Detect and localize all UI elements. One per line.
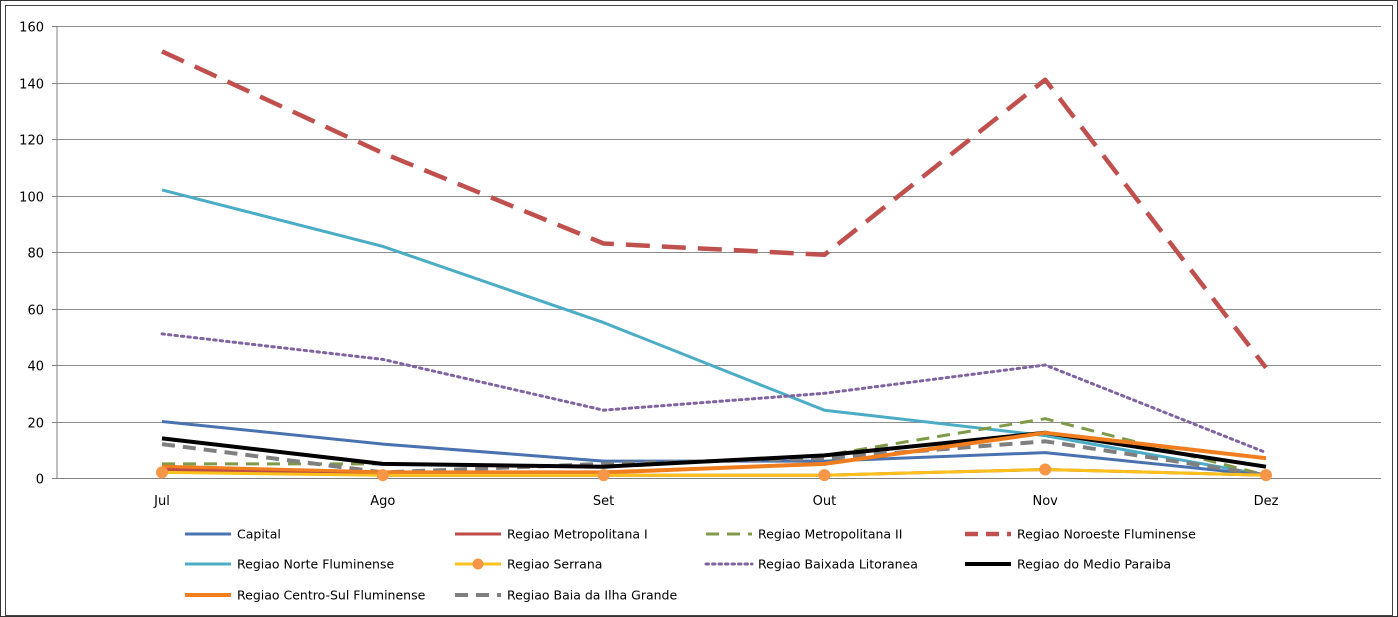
legend: Capital Regiao Metropolitana I Regiao Metr… xyxy=(185,527,1196,603)
legend-label: Regiao Serrana xyxy=(507,557,602,572)
y-axis: 0 20 40 60 80 100 120 140 160 xyxy=(19,21,58,488)
gridlines xyxy=(57,26,1381,479)
legend-label: Regiao Norte Fluminense xyxy=(237,557,394,572)
series-point xyxy=(597,469,610,482)
y-tick-label: 0 xyxy=(36,473,44,488)
x-tick-label: Jul xyxy=(153,494,170,509)
y-tick-label: 60 xyxy=(27,304,44,319)
legend-label: Regiao Baia da Ilha Grande xyxy=(507,588,677,603)
series-point xyxy=(156,466,168,479)
legend-label: Regiao Centro-Sul Fluminense xyxy=(237,588,426,603)
legend-label: Regiao Baixada Litoranea xyxy=(758,557,918,572)
chart-area-border xyxy=(5,5,1393,616)
y-tick-label: 80 xyxy=(27,247,44,262)
legend-label: Regiao do Medio Paraiba xyxy=(1017,557,1171,572)
y-tick-label: 20 xyxy=(27,417,44,432)
series-line xyxy=(161,468,1267,477)
series-line xyxy=(161,49,1268,370)
x-tick-label: Set xyxy=(593,494,614,509)
y-tick-label: 160 xyxy=(19,21,44,36)
x-axis: Jul Ago Set Out Nov Dez xyxy=(153,494,1278,509)
x-tick-label: Out xyxy=(813,494,837,509)
series-point xyxy=(1260,469,1272,482)
x-tick-label: Ago xyxy=(370,494,395,509)
legend-label: Regiao Metropolitana II xyxy=(758,527,902,542)
y-tick-label: 120 xyxy=(19,134,44,149)
series-point xyxy=(1039,463,1052,476)
series-line xyxy=(161,188,1267,477)
legend-label: Capital xyxy=(237,527,281,542)
series-line xyxy=(160,332,1268,455)
series-line xyxy=(161,430,1267,475)
legend-marker xyxy=(472,558,484,570)
series-point xyxy=(818,469,831,482)
series-lines xyxy=(156,49,1272,482)
x-tick-label: Nov xyxy=(1033,494,1059,509)
legend-label: Regiao Metropolitana I xyxy=(507,527,648,542)
x-tick-label: Dez xyxy=(1254,494,1279,509)
y-tick-label: 40 xyxy=(27,360,44,375)
y-tick-label: 140 xyxy=(19,78,44,93)
legend-label: Regiao Noroeste Fluminense xyxy=(1017,527,1196,542)
y-tick-label: 100 xyxy=(19,191,44,206)
series-point xyxy=(376,469,389,482)
